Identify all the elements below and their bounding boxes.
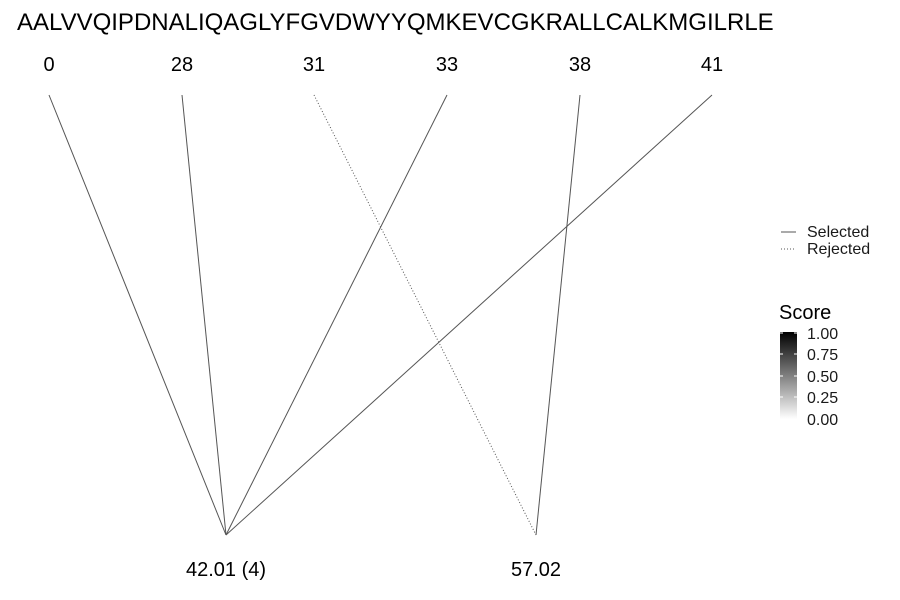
rejected-edge: [313, 94, 537, 536]
top-node-label: 28: [171, 54, 193, 76]
score-legend: Score 1.00 0.75 0.50 0.25 0.00: [779, 302, 838, 429]
selected-edge: [535, 94, 581, 536]
top-node-label: 41: [701, 54, 723, 76]
bottom-node-label: 57.02: [511, 559, 561, 581]
rejected-legend-label: Rejected: [807, 241, 870, 258]
selected-edge: [181, 94, 227, 536]
score-tick-label: 0.00: [807, 412, 838, 429]
bottom-node-labels: 42.01 (4) 57.02: [186, 559, 561, 581]
top-node-label: 0: [43, 54, 54, 76]
selected-edge: [225, 94, 448, 536]
score-tick-label: 0.75: [807, 347, 838, 364]
top-node-label: 33: [436, 54, 458, 76]
score-colorbar: [780, 332, 797, 419]
edges-layer: [48, 94, 713, 536]
score-tick-label: 0.25: [807, 390, 838, 407]
top-node-label: 38: [569, 54, 591, 76]
score-tick-label: 1.00: [807, 326, 838, 343]
line-type-legend: Selected Rejected: [781, 224, 870, 258]
score-tick-label: 0.50: [807, 369, 838, 386]
bottom-node-label: 42.01 (4): [186, 559, 266, 581]
score-ticks: [780, 332, 797, 398]
selected-edge: [48, 94, 227, 536]
sequence-title: AALVVQIPDNALIQAGLYFGVDWYYQMKEVCGKRALLCAL…: [17, 9, 774, 36]
top-node-labels: 0 28 31 33 38 41: [43, 54, 723, 76]
selected-edge: [225, 94, 713, 536]
top-node-label: 31: [303, 54, 325, 76]
selected-legend-label: Selected: [807, 224, 869, 241]
score-legend-title: Score: [779, 302, 831, 324]
